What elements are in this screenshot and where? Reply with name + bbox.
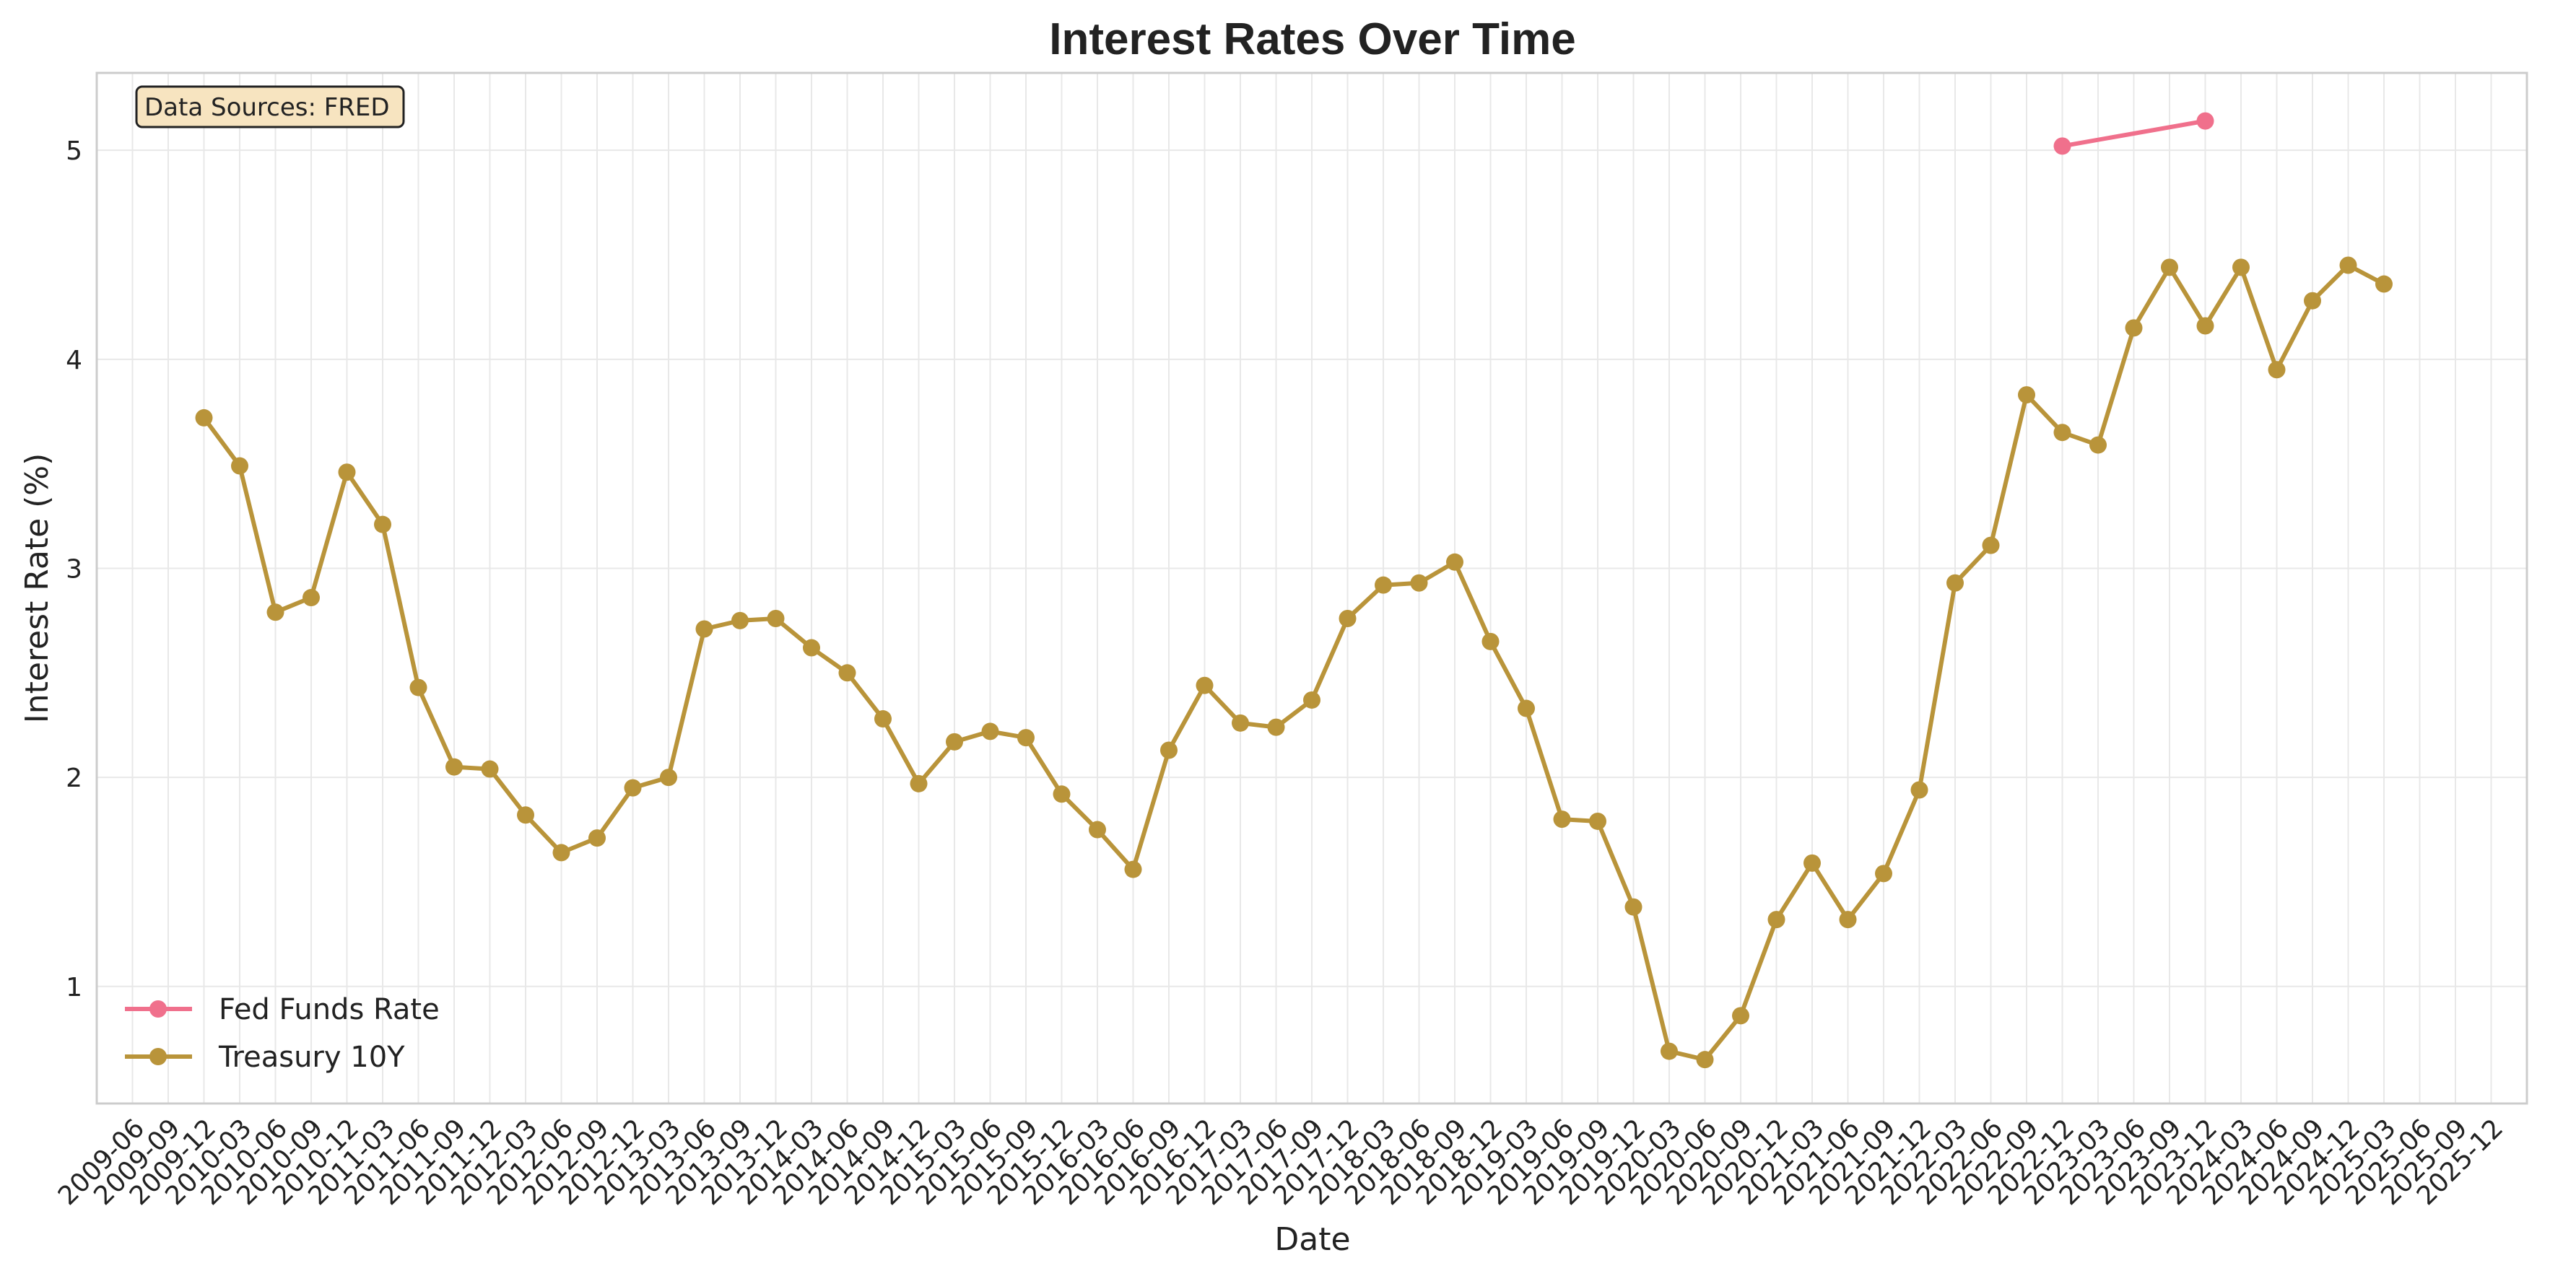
data-point-treasury-10y <box>374 515 391 533</box>
data-point-treasury-10y <box>2018 386 2035 404</box>
data-point-treasury-10y <box>2089 436 2107 454</box>
data-point-treasury-10y <box>1553 810 1571 829</box>
data-point-treasury-10y <box>1696 1051 1714 1069</box>
data-point-treasury-10y <box>874 710 892 728</box>
data-point-treasury-10y <box>2375 275 2393 293</box>
data-point-treasury-10y <box>2125 319 2143 337</box>
series-fed-funds-rate <box>2053 112 2214 155</box>
grid <box>97 73 2527 1104</box>
data-point-treasury-10y <box>1267 718 1285 736</box>
data-point-treasury-10y <box>731 611 749 629</box>
data-point-treasury-10y <box>1481 632 1500 650</box>
data-source-note: Data Sources: FRED <box>135 85 405 128</box>
data-point-treasury-10y <box>1839 911 1857 929</box>
data-point-treasury-10y <box>1910 781 1928 799</box>
data-point-treasury-10y <box>946 733 963 751</box>
data-point-treasury-10y <box>1624 898 1642 916</box>
data-point-treasury-10y <box>338 463 356 481</box>
data-point-treasury-10y <box>552 844 570 862</box>
data-point-treasury-10y <box>910 774 928 792</box>
data-point-treasury-10y <box>660 769 677 787</box>
chart-title: Interest Rates Over Time <box>1049 14 1575 64</box>
data-source-note-box <box>135 85 405 128</box>
data-point-treasury-10y <box>1589 812 1606 830</box>
data-point-treasury-10y <box>1875 865 1892 883</box>
data-point-treasury-10y <box>2304 292 2321 310</box>
data-point-treasury-10y <box>2232 258 2250 276</box>
data-point-treasury-10y <box>1339 610 1357 627</box>
data-point-treasury-10y <box>1732 1007 1749 1025</box>
x-tick-labels: 2009-062009-092009-122010-032010-062010-… <box>53 1114 2509 1211</box>
data-point-treasury-10y <box>1446 553 1463 571</box>
data-point-treasury-10y <box>1518 699 1535 717</box>
data-point-fed-funds-rate <box>2196 112 2214 130</box>
data-point-treasury-10y <box>767 610 785 627</box>
data-point-treasury-10y <box>481 760 499 778</box>
data-point-treasury-10y <box>1946 574 1964 592</box>
data-point-treasury-10y <box>195 408 213 427</box>
y-tick-label: 2 <box>66 764 82 793</box>
data-point-treasury-10y <box>1160 741 1178 759</box>
legend-swatch-fed-funds-marker <box>149 1000 167 1018</box>
data-point-treasury-10y <box>303 589 320 607</box>
y-tick-label: 4 <box>66 346 82 375</box>
data-point-treasury-10y <box>2196 317 2214 335</box>
legend-label-treasury-10y: Treasury 10Y <box>218 1041 405 1074</box>
data-point-treasury-10y <box>445 758 463 776</box>
data-point-treasury-10y <box>838 664 856 682</box>
data-point-treasury-10y <box>695 620 713 638</box>
data-point-treasury-10y <box>2339 256 2357 274</box>
legend-label-fed-funds: Fed Funds Rate <box>219 993 440 1026</box>
data-point-treasury-10y <box>1982 536 2000 554</box>
y-tick-labels: 1 2 3 4 5 <box>66 136 82 1002</box>
data-point-treasury-10y <box>588 829 606 847</box>
data-point-treasury-10y <box>2161 258 2178 276</box>
data-point-treasury-10y <box>2268 361 2286 379</box>
data-point-treasury-10y <box>1196 676 1214 694</box>
data-point-treasury-10y <box>1232 714 1249 732</box>
data-point-treasury-10y <box>231 457 248 475</box>
y-tick-label: 1 <box>66 973 82 1002</box>
data-point-treasury-10y <box>624 779 642 797</box>
plot-frame <box>95 71 2528 1105</box>
data-point-treasury-10y <box>1375 576 1392 594</box>
data-point-treasury-10y <box>1767 911 1785 929</box>
legend-item-treasury-10y: Treasury 10Y <box>125 1041 405 1074</box>
y-axis-label: Interest Rate (%) <box>19 453 56 724</box>
legend-swatch-treasury-marker <box>149 1048 167 1065</box>
data-source-note-text: Data Sources: FRED <box>144 93 390 122</box>
data-point-treasury-10y <box>1803 854 1821 872</box>
data-point-treasury-10y <box>1124 860 1142 878</box>
data-point-treasury-10y <box>1053 785 1071 803</box>
data-point-treasury-10y <box>803 639 820 657</box>
data-point-treasury-10y <box>1017 729 1035 747</box>
data-point-treasury-10y <box>1410 574 1428 592</box>
y-tick-label: 3 <box>66 554 82 584</box>
data-point-treasury-10y <box>1303 691 1320 709</box>
series-treasury-10y <box>195 256 2393 1069</box>
x-axis-label: Date <box>1274 1221 1350 1258</box>
data-point-treasury-10y <box>2053 424 2071 442</box>
legend-item-fed-funds: Fed Funds Rate <box>125 993 440 1026</box>
data-point-treasury-10y <box>409 678 427 696</box>
data-point-treasury-10y <box>981 722 999 740</box>
series-layer <box>195 112 2393 1069</box>
data-point-treasury-10y <box>266 603 284 621</box>
legend: Fed Funds Rate Treasury 10Y <box>125 993 440 1074</box>
series-line-fed-funds-rate <box>2060 118 2208 149</box>
data-point-fed-funds-rate <box>2053 137 2071 155</box>
y-tick-label: 5 <box>66 136 82 166</box>
data-point-treasury-10y <box>1661 1042 1678 1060</box>
data-point-treasury-10y <box>517 806 534 824</box>
data-point-treasury-10y <box>1089 821 1106 839</box>
